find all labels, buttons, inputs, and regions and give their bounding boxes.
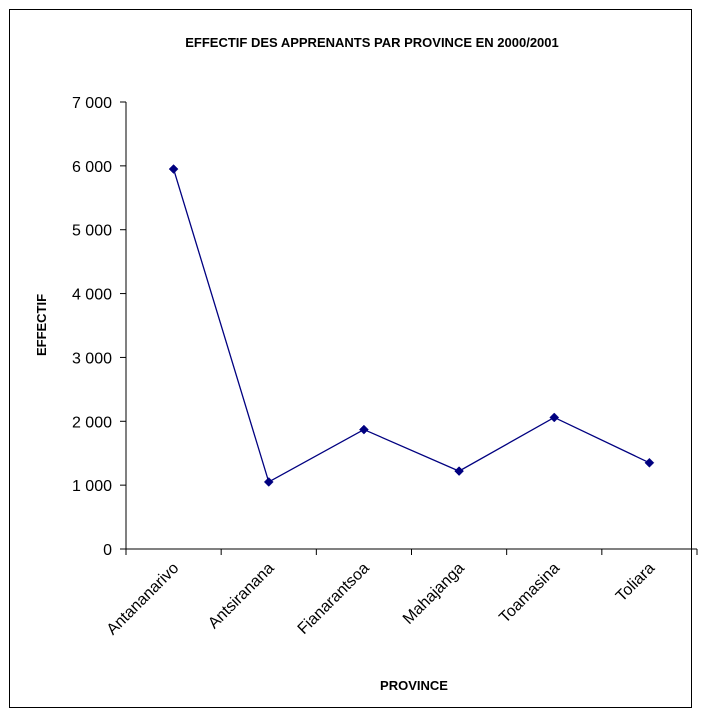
chart-title: EFFECTIF DES APPRENANTS PAR PROVINCE EN … <box>185 35 558 50</box>
y-tick-label: 7 000 <box>72 95 112 112</box>
y-tick-label: 0 <box>103 542 112 559</box>
data-point <box>359 424 369 435</box>
y-axis-title: EFFECTIF <box>34 294 49 356</box>
x-tick-label: Antananarivo <box>104 560 183 639</box>
x-tick-label: Mahajanga <box>400 560 468 628</box>
data-point <box>549 412 560 423</box>
data-point <box>454 466 464 476</box>
x-tick-label: Fianarantsoa <box>295 560 373 638</box>
y-tick-label: 3 000 <box>72 350 112 367</box>
x-tick-label: Antsiranana <box>205 560 277 632</box>
chart-frame <box>9 9 692 708</box>
x-axis-title: PROVINCE <box>380 678 448 693</box>
y-tick-label: 6 000 <box>72 159 112 176</box>
y-tick-label: 4 000 <box>72 287 112 304</box>
series-line <box>172 168 650 483</box>
y-tick-label: 2 000 <box>72 414 112 431</box>
data-point <box>168 164 179 174</box>
data-point <box>263 477 274 487</box>
data-point <box>644 457 655 468</box>
x-tick-label: Toamasina <box>496 560 563 627</box>
plot-area: 0 1 000 2 000 3 000 4 000 5 000 6 000 7 000 Anta… <box>72 95 698 639</box>
y-tick-label: 5 000 <box>72 223 112 240</box>
x-tick-label: Toliara <box>613 560 658 605</box>
y-tick-label: 1 000 <box>72 478 112 495</box>
